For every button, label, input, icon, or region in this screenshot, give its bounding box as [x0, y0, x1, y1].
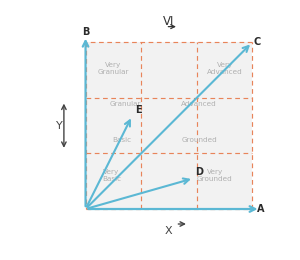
- Text: C: C: [254, 37, 261, 48]
- Text: Granular: Granular: [110, 101, 141, 107]
- Text: Very
Grounded: Very Grounded: [197, 169, 232, 183]
- Text: A: A: [257, 204, 265, 214]
- Bar: [85, 42, 252, 209]
- Text: X: X: [165, 226, 172, 236]
- Text: Grounded: Grounded: [182, 137, 217, 143]
- Text: Y: Y: [56, 121, 62, 131]
- Text: Basic: Basic: [112, 137, 132, 143]
- Text: Advanced: Advanced: [181, 101, 217, 107]
- Text: E: E: [136, 105, 142, 115]
- Text: Very
Granular: Very Granular: [97, 62, 129, 75]
- Text: VI: VI: [163, 15, 175, 28]
- Text: D: D: [195, 167, 203, 177]
- Text: Very
Basic: Very Basic: [102, 169, 121, 183]
- Text: B: B: [82, 28, 89, 37]
- Text: Very
Advanced: Very Advanced: [207, 62, 242, 75]
